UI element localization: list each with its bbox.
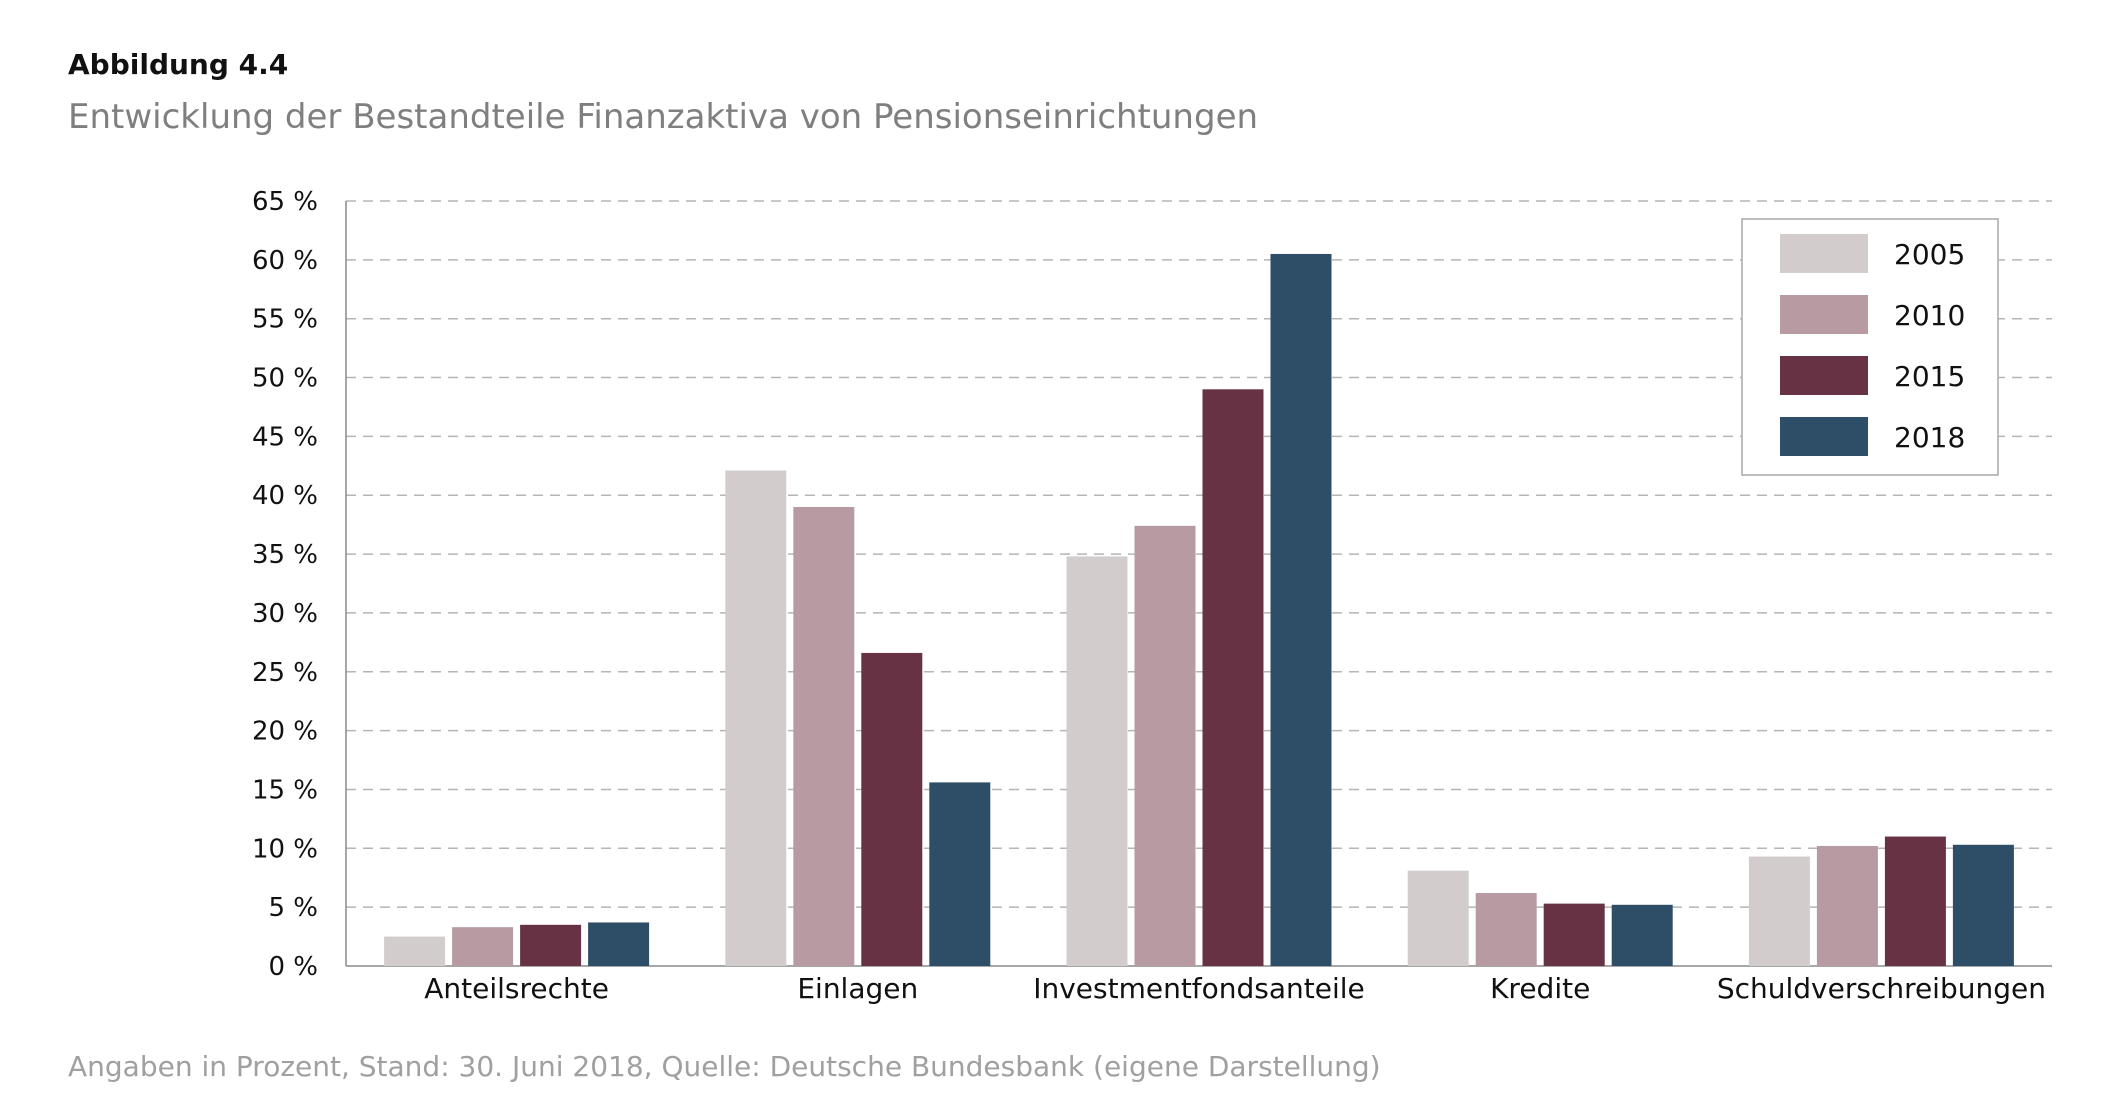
y-tick-label: 20 % xyxy=(252,717,318,747)
bar-2015-3 xyxy=(1543,903,1605,966)
y-tick-label: 65 % xyxy=(252,187,318,217)
bar-2010-3 xyxy=(1475,893,1537,966)
y-tick-label: 15 % xyxy=(252,775,318,805)
x-category-label: Schuldverschreibungen xyxy=(1717,972,2046,1005)
legend: 2005 2010 2015 2018 xyxy=(1741,218,1999,476)
bar-2018-2 xyxy=(1270,253,1332,966)
x-category-label: Investmentfondsanteile xyxy=(1033,972,1365,1005)
chart-title: Entwicklung der Bestandteile Finanzaktiv… xyxy=(68,97,1259,137)
legend-swatch-2010 xyxy=(1780,295,1868,334)
y-tick-label: 0 % xyxy=(268,952,318,982)
chart-footer: Angaben in Prozent, Stand: 30. Juni 2018… xyxy=(68,1050,1381,1083)
y-tick-label: 45 % xyxy=(252,422,318,452)
y-tick-label: 50 % xyxy=(252,364,318,394)
x-category-label: Anteilsrechte xyxy=(424,972,609,1005)
bar-2010-2 xyxy=(1134,525,1196,966)
bar-2015-4 xyxy=(1884,836,1946,966)
bar-2010-4 xyxy=(1816,845,1878,966)
bar-2015-0 xyxy=(520,924,582,966)
legend-label: 2005 xyxy=(1894,238,1965,271)
bar-2018-4 xyxy=(1952,844,2014,966)
bar-2015-2 xyxy=(1202,389,1264,966)
legend-swatch-2015 xyxy=(1780,356,1868,395)
legend-label: 2010 xyxy=(1894,299,1965,332)
y-tick-label: 40 % xyxy=(252,481,318,511)
gridlines xyxy=(346,200,2052,908)
y-tick-label: 60 % xyxy=(252,246,318,276)
y-tick-label: 30 % xyxy=(252,599,318,629)
bars xyxy=(384,253,2014,966)
figure-label: Abbildung 4.4 xyxy=(68,48,289,81)
bar-2005-4 xyxy=(1748,856,1810,966)
bar-2005-0 xyxy=(384,936,446,966)
y-tick-label: 25 % xyxy=(252,658,318,688)
legend-label: 2015 xyxy=(1894,360,1965,393)
bar-2005-1 xyxy=(725,470,787,966)
axis-labels: 0 % 5 % 10 % 15 % 20 % 25 % 30 % 35 % 40 % 45 % 50… xyxy=(252,187,2046,1005)
bar-2010-0 xyxy=(452,927,514,966)
legend-swatch-2018 xyxy=(1780,417,1868,456)
x-category-label: Einlagen xyxy=(797,972,918,1005)
y-tick-label: 55 % xyxy=(252,305,318,335)
x-category-label: Kredite xyxy=(1490,972,1590,1005)
y-tick-label: 35 % xyxy=(252,540,318,570)
legend-swatch-2005 xyxy=(1780,234,1868,273)
legend-label: 2018 xyxy=(1894,421,1965,454)
y-tick-label: 10 % xyxy=(252,834,318,864)
bar-2015-1 xyxy=(861,652,923,966)
bar-2005-2 xyxy=(1066,556,1128,966)
bar-2010-1 xyxy=(793,507,855,966)
bar-2018-1 xyxy=(929,782,991,966)
y-tick-label: 5 % xyxy=(268,893,318,923)
bar-2005-3 xyxy=(1407,870,1469,966)
bar-2018-0 xyxy=(588,922,650,966)
bar-2018-3 xyxy=(1611,904,1673,966)
